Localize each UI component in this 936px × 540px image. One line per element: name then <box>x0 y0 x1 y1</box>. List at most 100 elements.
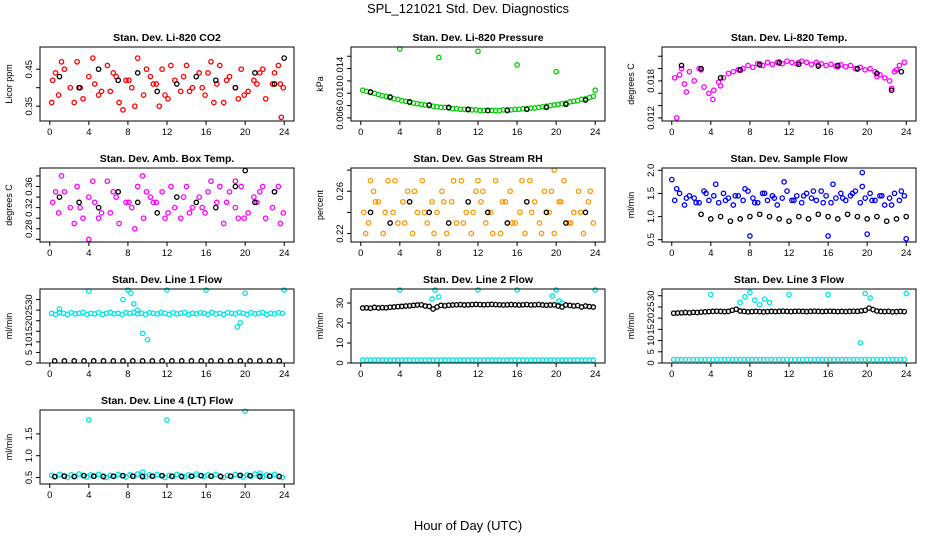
data-point <box>186 88 193 95</box>
x-tick-label: 12 <box>784 369 795 380</box>
data-point <box>443 230 450 237</box>
plot-frame <box>39 288 295 364</box>
data-point <box>143 188 150 195</box>
data-point <box>834 62 841 69</box>
data-point <box>886 78 893 84</box>
data-point <box>681 202 688 208</box>
data-point <box>110 188 117 195</box>
x-tick-label: 20 <box>862 369 873 380</box>
data-point <box>676 190 683 197</box>
data-point <box>722 197 729 204</box>
data-point <box>113 194 120 200</box>
data-point <box>448 198 455 205</box>
data-point <box>232 178 239 185</box>
data-point <box>168 183 174 190</box>
data-point <box>756 62 763 68</box>
data-point <box>208 58 214 65</box>
data-point <box>208 473 214 480</box>
data-point <box>587 188 594 195</box>
data-point <box>877 192 883 199</box>
data-point <box>251 77 257 84</box>
data-point <box>220 220 227 227</box>
data-point <box>528 209 535 216</box>
data-point <box>888 202 895 208</box>
data-point <box>795 59 802 66</box>
data-point <box>120 296 126 303</box>
data-point <box>199 84 206 91</box>
data-point <box>592 87 599 94</box>
data-point <box>854 65 861 72</box>
data-point <box>74 58 80 65</box>
data-point <box>465 198 472 205</box>
data-point <box>52 70 59 76</box>
x-tick-label: 24 <box>901 369 912 380</box>
data-point <box>390 209 396 216</box>
data-point <box>203 287 209 293</box>
data-point <box>896 197 903 204</box>
x-tick-label: 20 <box>862 127 873 138</box>
x-tick-label: 4 <box>708 248 713 259</box>
x-tick-label: 8 <box>747 127 752 138</box>
y-axis-label: percent <box>315 189 325 220</box>
data-point <box>251 194 257 200</box>
data-point <box>563 220 569 226</box>
data-point <box>128 290 134 297</box>
data-point <box>241 92 248 98</box>
data-point <box>150 81 157 87</box>
data-point <box>91 199 98 206</box>
data-point <box>237 358 244 364</box>
data-point <box>701 84 707 90</box>
data-point <box>504 107 511 114</box>
data-point <box>869 197 875 204</box>
data-point <box>71 473 78 480</box>
y-tick-label: 0.014 <box>335 57 346 81</box>
x-tick-label: 8 <box>436 127 441 138</box>
data-point <box>509 220 516 226</box>
chart-panel: Stan. Dev. Sample Flow ml/min 0 4 8 12 16 20 24 0… <box>626 153 917 259</box>
data-point <box>162 92 168 98</box>
data-point <box>406 99 413 105</box>
data-point <box>95 66 102 73</box>
data-point <box>808 195 815 201</box>
data-point <box>116 220 122 227</box>
data-point <box>162 215 168 222</box>
figure-title: SPL_121021 Std. Dev. Diagnostics <box>366 1 570 16</box>
data-point <box>71 220 78 227</box>
data-point <box>774 202 781 208</box>
data-point <box>769 61 776 68</box>
data-point <box>751 297 758 304</box>
data-point <box>725 70 732 77</box>
data-point <box>825 291 831 298</box>
data-point <box>470 209 476 216</box>
x-tick-label: 4 <box>397 127 402 138</box>
data-point <box>279 474 286 481</box>
data-point <box>538 230 545 237</box>
data-point <box>686 68 693 75</box>
y-tick-label: 0.010 <box>335 81 346 105</box>
data-point <box>715 199 722 206</box>
data-point <box>123 77 129 84</box>
data-point <box>242 290 249 297</box>
data-point <box>834 216 841 222</box>
data-point <box>813 197 820 204</box>
data-point <box>208 178 214 185</box>
data-point <box>541 188 548 195</box>
x-tick-label: 0 <box>669 248 674 259</box>
data-point <box>803 59 810 66</box>
x-tick-label: 0 <box>669 369 674 380</box>
chart-panel: Stan. Dev. Line 1 Flow ml/min 0 4 8 12 16 20 24 0… <box>4 274 295 380</box>
data-point <box>514 62 520 68</box>
data-point <box>237 472 244 479</box>
data-point <box>58 58 65 65</box>
data-point <box>888 85 895 92</box>
data-point <box>49 199 56 206</box>
data-point <box>893 66 900 73</box>
data-point <box>269 204 276 211</box>
data-point <box>764 59 771 66</box>
panel-title: Stan. Dev. Line 4 (LT) Flow <box>101 395 234 407</box>
data-point <box>727 218 734 225</box>
data-point <box>553 68 560 75</box>
x-tick-label: 16 <box>823 127 834 138</box>
figure-xlabel: Hour of Day (UTC) <box>413 518 523 533</box>
data-point <box>566 220 572 226</box>
